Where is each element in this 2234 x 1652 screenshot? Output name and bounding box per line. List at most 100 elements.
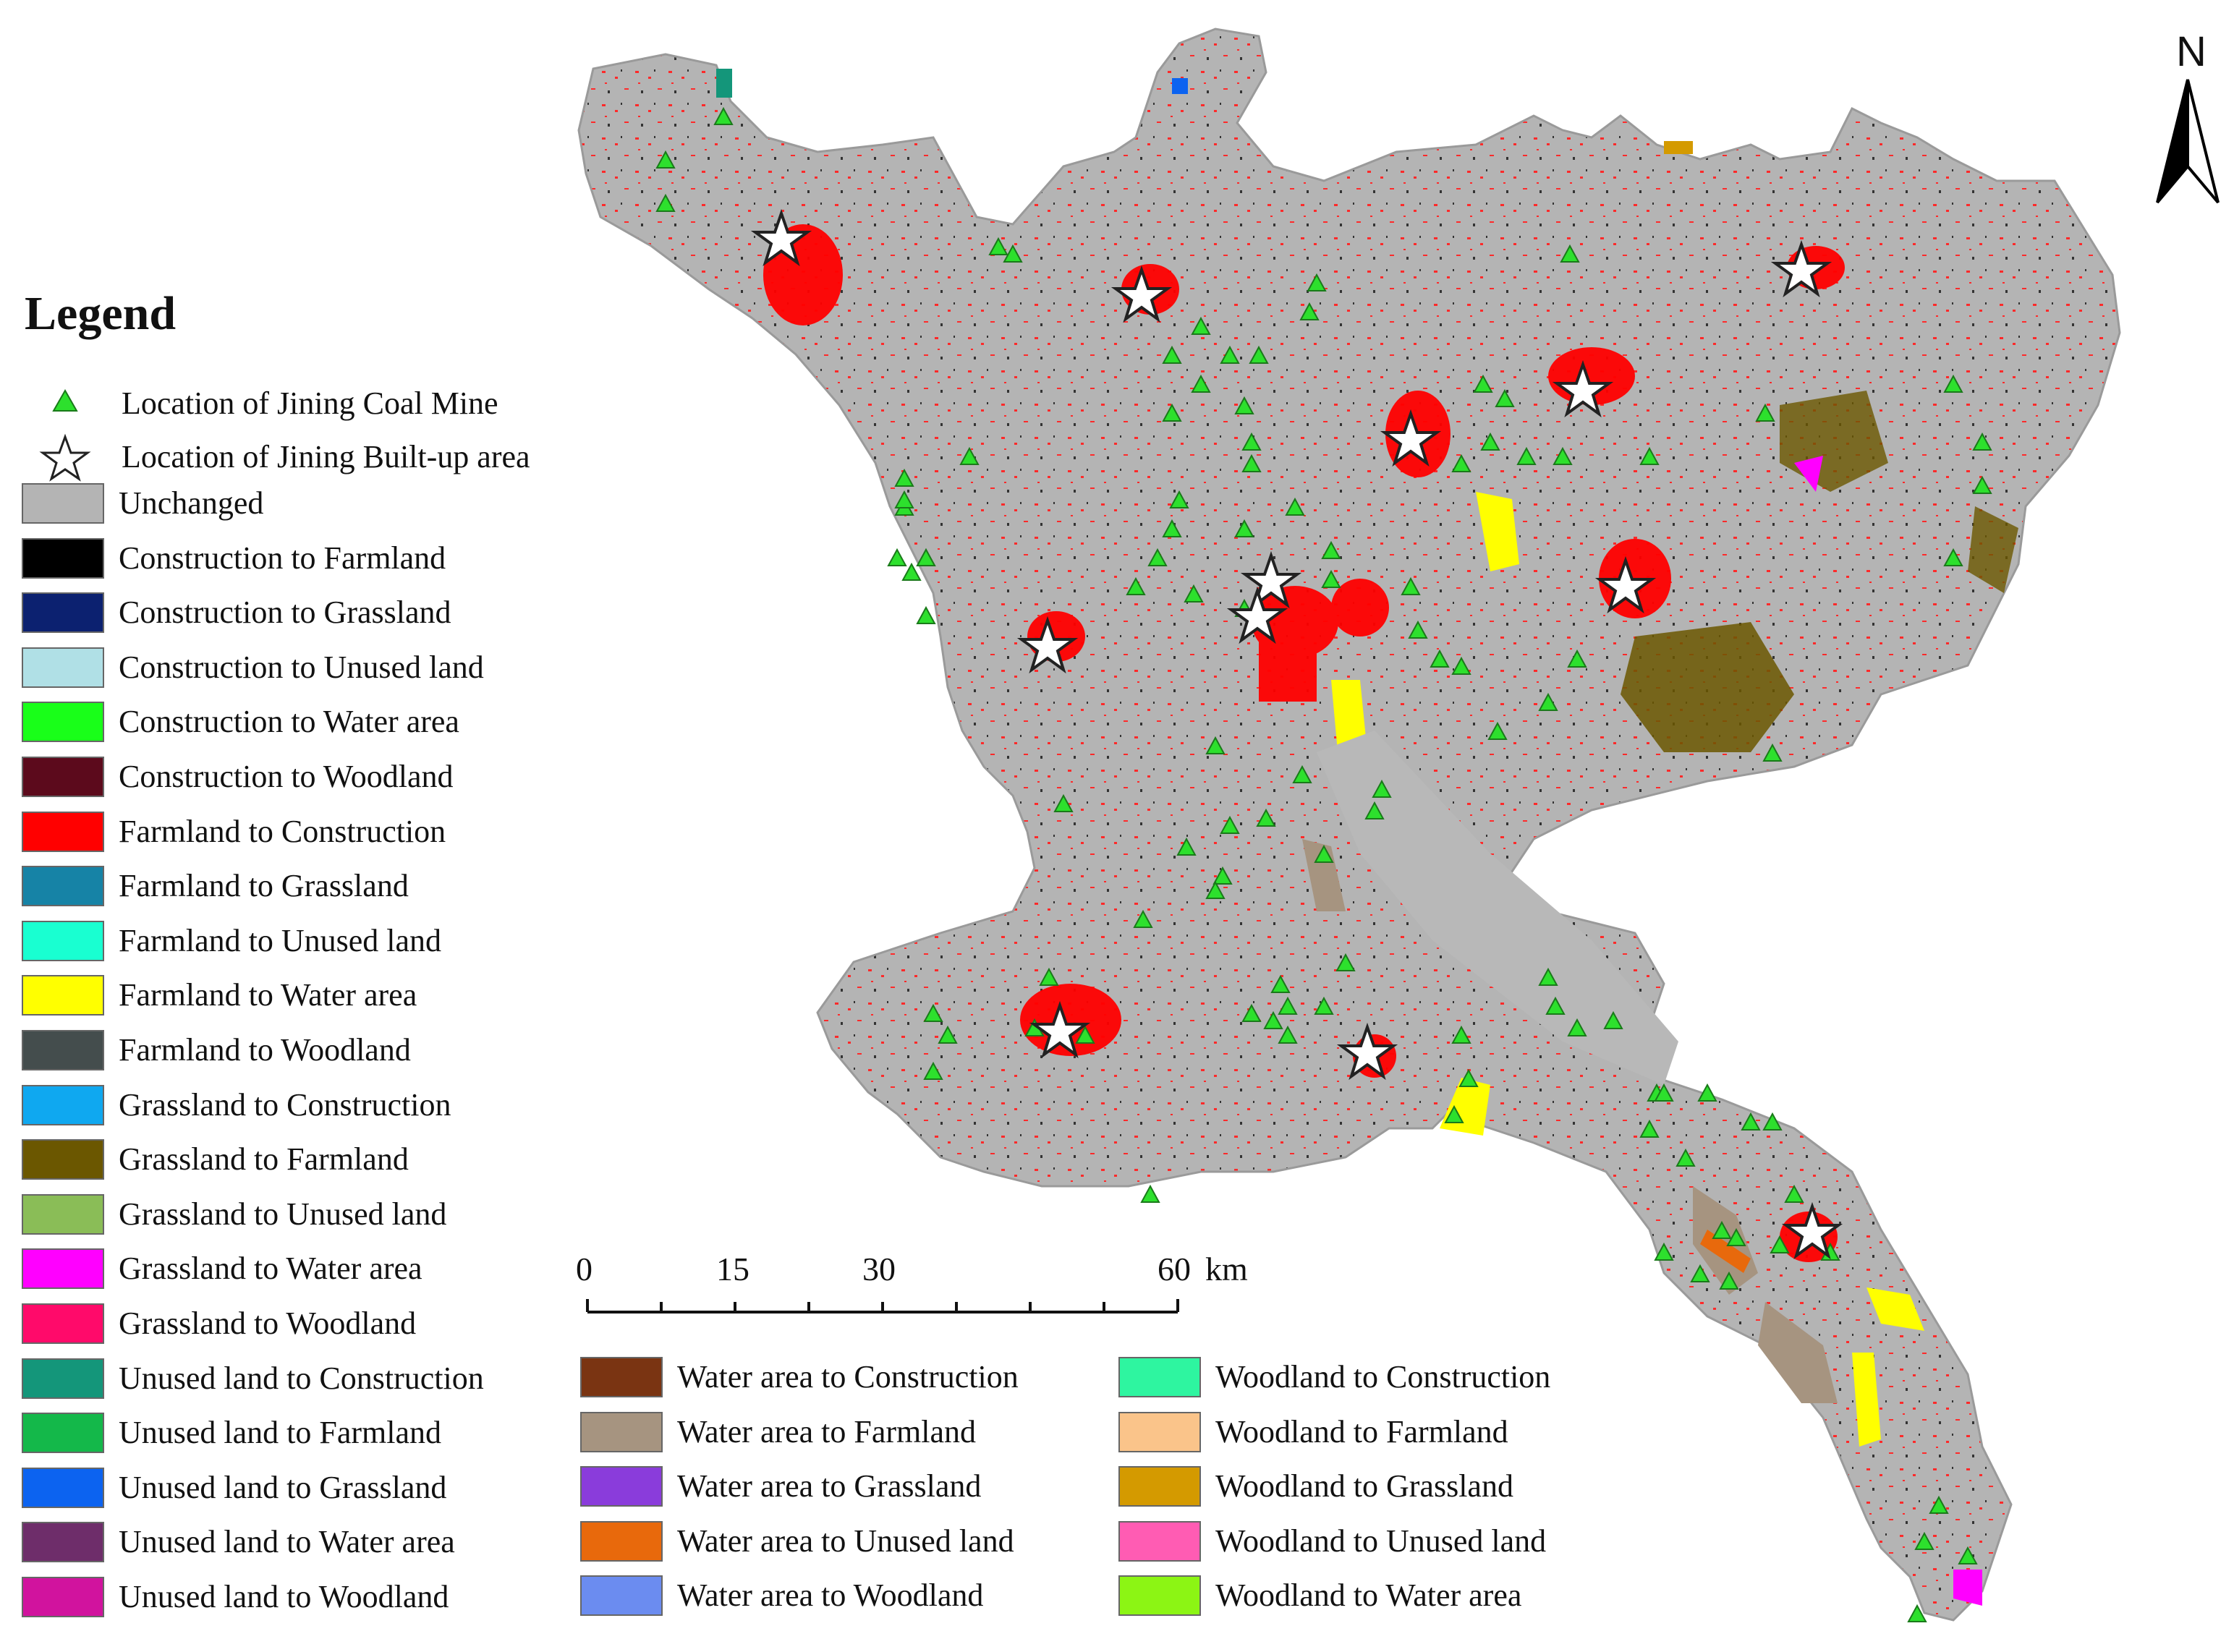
- legend-label: Construction to Unused land: [119, 649, 484, 685]
- legend-label: Construction to Woodland: [119, 759, 454, 794]
- legend-item: Woodland to Unused land: [1118, 1520, 1546, 1563]
- scale-tick-15: 15: [716, 1251, 749, 1287]
- legend-item: Farmland to Unused land: [22, 919, 441, 963]
- scale-bar: [586, 1299, 1179, 1313]
- legend-item: Unused land to Woodland: [22, 1575, 449, 1619]
- legend-item: Construction to Water area: [22, 700, 459, 744]
- legend-item: Unused land to Construction: [22, 1357, 484, 1400]
- change-patches: [716, 69, 2018, 1606]
- star-icon: [1226, 586, 1288, 644]
- legend-swatch: [22, 975, 104, 1016]
- legend-swatch: [1118, 1575, 1201, 1617]
- star-icon: [1552, 359, 1614, 418]
- legend-item: Grassland to Construction: [22, 1083, 451, 1127]
- legend-label: Location of Jining Coal Mine: [122, 386, 498, 421]
- star-icon: [1770, 239, 1832, 298]
- legend-item: Woodland to Farmland: [1118, 1410, 1508, 1454]
- legend-label: Farmland to Unused land: [119, 922, 442, 958]
- star-icon: [1110, 265, 1173, 323]
- legend-label: Water area to Grassland: [677, 1468, 982, 1504]
- legend-swatch: [22, 1248, 104, 1290]
- river-channel: [1317, 731, 1678, 1085]
- legend-item: Grassland to Water area: [22, 1247, 422, 1290]
- legend-item: Construction to Grassland: [22, 591, 451, 634]
- legend-label: Grassland to Unused land: [119, 1196, 447, 1232]
- legend-item: Woodland to Construction: [1118, 1355, 1550, 1399]
- legend-swatch: [580, 1411, 663, 1452]
- legend-item: Water area to Construction: [580, 1355, 1019, 1399]
- legend-swatch: [580, 1575, 663, 1617]
- legend-item: Grassland to Farmland: [22, 1138, 409, 1181]
- legend-swatch: [22, 920, 104, 961]
- star-icon: [1240, 550, 1302, 609]
- legend-swatch: [22, 1358, 104, 1399]
- legend-label: Grassland to Farmland: [119, 1141, 409, 1178]
- legend-label: Unused land to Water area: [119, 1524, 455, 1560]
- legend-label: Construction to Farmland: [119, 540, 446, 576]
- legend-item: Woodland to Water area: [1118, 1574, 1521, 1617]
- legend-swatch: [22, 537, 104, 579]
- star-icon: [750, 208, 812, 267]
- legend-label: Farmland to Water area: [119, 977, 417, 1013]
- legend-item: Farmland to Construction: [22, 810, 446, 853]
- legend-swatch: [1118, 1357, 1201, 1397]
- legend-label: Construction to Water area: [119, 704, 459, 740]
- star-icon: [1594, 555, 1657, 614]
- legend-swatch: [22, 592, 104, 634]
- legend-label: Woodland to Unused land: [1215, 1523, 1547, 1559]
- legend-swatch: [22, 1193, 104, 1235]
- legend-swatch: [22, 483, 104, 524]
- legend-item: Farmland to Water area: [22, 974, 417, 1017]
- legend-swatch: [22, 1522, 104, 1563]
- legend-label: Woodland to Grassland: [1215, 1468, 1513, 1504]
- legend-label: Unused land to Woodland: [119, 1579, 449, 1614]
- legend-item: Construction to Unused land: [22, 646, 484, 689]
- legend-item: Unused land to Water area: [22, 1520, 455, 1564]
- legend-item: Farmland to Woodland: [22, 1029, 411, 1072]
- legend-label: Unchanged: [119, 485, 264, 521]
- legend-item: Construction to Farmland: [22, 537, 446, 580]
- legend-label: Farmland to Grassland: [119, 868, 409, 904]
- legend-swatch: [22, 757, 104, 797]
- legend-item: Water area to Woodland: [580, 1574, 983, 1617]
- legend-label: Woodland to Farmland: [1215, 1413, 1508, 1449]
- legend-swatch: [580, 1520, 663, 1562]
- scale-tick-30: 30: [862, 1251, 896, 1287]
- legend-label: Farmland to Construction: [119, 813, 446, 849]
- scale-tick-0: 0: [576, 1251, 593, 1287]
- legend-swatch: [22, 1467, 104, 1508]
- legend-item: Unused land to Grassland: [22, 1466, 446, 1510]
- scale-unit: km: [1205, 1251, 1248, 1287]
- legend-label: Grassland to Water area: [119, 1251, 422, 1287]
- legend-swatch: [22, 1577, 104, 1617]
- star-icon: [1016, 616, 1079, 674]
- legend-swatch: [22, 1084, 104, 1125]
- legend-swatch: [22, 811, 104, 852]
- legend-swatch: [1118, 1466, 1201, 1507]
- legend-label: Water area to Woodland: [677, 1578, 984, 1614]
- legend-item: Grassland to Unused land: [22, 1193, 446, 1236]
- coal-mine-markers: [655, 106, 1992, 1622]
- legend-item: Water area to Unused land: [580, 1520, 1014, 1563]
- legend-label: Woodland to Construction: [1215, 1359, 1551, 1395]
- legend-label: Water area to Construction: [677, 1359, 1019, 1395]
- legend-item: Unchanged: [22, 482, 263, 525]
- legend-symbols: [39, 388, 91, 482]
- legend-label: Unused land to Grassland: [119, 1469, 447, 1505]
- legend-swatch: [1118, 1520, 1201, 1562]
- legend-label: Unused land to Construction: [119, 1360, 484, 1396]
- legend-item: Construction to Woodland: [22, 755, 454, 799]
- star-icon: [39, 433, 91, 482]
- legend-swatch: [22, 702, 104, 743]
- legend-label: Water area to Unused land: [677, 1523, 1014, 1559]
- legend-label: Water area to Farmland: [677, 1413, 977, 1449]
- legend-swatch: [22, 1030, 104, 1070]
- north-label: N: [2176, 28, 2207, 75]
- north-arrow-icon: [2156, 79, 2220, 204]
- legend-label: Construction to Grassland: [119, 595, 451, 631]
- legend-item-built-up: Location of Jining Built-up area: [25, 435, 530, 479]
- star-icon: [1336, 1022, 1398, 1081]
- legend-swatch: [1118, 1411, 1201, 1452]
- legend-swatch: [22, 1303, 104, 1344]
